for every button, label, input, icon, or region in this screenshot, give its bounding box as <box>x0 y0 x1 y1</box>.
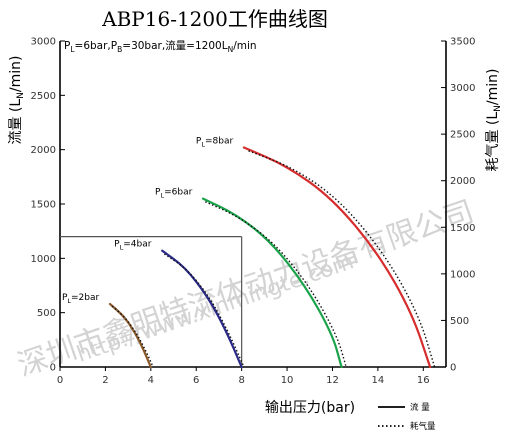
curve-label-1: PL=2bar <box>62 293 100 305</box>
axes: 0 500 1000 1500 2000 2500 3000 0 500 1000 1500 2000… <box>31 37 476 387</box>
legend-air-label: 耗气量 <box>410 421 436 432</box>
subtitle-flow-sub: N <box>228 45 234 54</box>
air-curve-4 <box>248 150 436 368</box>
y-right-tick-label: 500 <box>450 316 469 327</box>
x-tick-label: 4 <box>148 375 154 386</box>
y-axis-left-label: 流量 (LN/min) <box>8 55 26 144</box>
x-tick-label: 8 <box>238 375 244 386</box>
y-axis-right-label: 耗气量 (LN/min) <box>485 68 503 171</box>
x-tick-label: 2 <box>102 375 108 386</box>
x-tick-label: 0 <box>57 375 63 386</box>
subtitle-flow: 流量=1200L <box>165 39 228 52</box>
curve-label-2: PL=4bar <box>114 240 152 252</box>
legend: 流 量 耗气量 <box>378 402 436 432</box>
x-tick-label: 6 <box>193 375 199 386</box>
air-curve-2 <box>164 253 245 368</box>
subtitle-pb: P <box>111 40 117 52</box>
chart-subtitle: PL=6bar,PB=30bar,流量=1200LN/min <box>64 39 257 54</box>
curve-label-4: PL=8bar <box>196 136 234 148</box>
x-tick-label: 12 <box>326 375 339 386</box>
subtitle-pl-val: =6bar, <box>75 40 111 52</box>
y-left-tick-label: 500 <box>37 308 56 319</box>
y-right-tick-label: 1500 <box>450 223 475 234</box>
x-tick-label: 10 <box>281 375 294 386</box>
subtitle-pb-val: =30bar, <box>122 40 165 52</box>
flow-curve-3 <box>201 197 343 369</box>
air-curve-1 <box>111 305 154 368</box>
air-curve-3 <box>205 201 347 368</box>
curves: PL=2bar PL=4bar PL=6bar PL=8bar <box>62 136 436 369</box>
subtitle-pb-sub: B <box>117 45 122 54</box>
reference-lines <box>60 236 243 367</box>
y-left-tick-label: 2500 <box>31 91 56 102</box>
y-right-tick-label: 2000 <box>450 176 475 187</box>
chart-title: ABP16-1200工作曲线图 <box>101 7 328 31</box>
y-left-tick-label: 0 <box>50 363 56 374</box>
flow-curve-4 <box>242 146 432 369</box>
y-right-tick-label: 2500 <box>450 130 475 141</box>
x-tick-label: 14 <box>372 375 385 386</box>
y-left-tick-label: 1000 <box>31 254 56 265</box>
subtitle-pl: P <box>64 40 70 52</box>
y-left-tick-label: 3000 <box>31 37 56 48</box>
y-right-tick-label: 0 <box>450 363 456 374</box>
flow-curve-2 <box>161 249 243 369</box>
subtitle-pl-sub: L <box>70 45 75 54</box>
legend-flow-label: 流 量 <box>410 402 430 413</box>
y-right-tick-label: 1000 <box>450 269 475 280</box>
y-right-tick-label: 3500 <box>450 37 475 48</box>
x-tick-label: 16 <box>417 375 430 386</box>
curve-label-3: PL=6bar <box>155 188 193 200</box>
subtitle-flow-unit: /min <box>233 40 256 52</box>
y-left-tick-label: 1500 <box>31 200 56 211</box>
y-left-tick-label: 2000 <box>31 145 56 156</box>
y-right-tick-label: 3000 <box>450 83 475 94</box>
x-axis-label: 输出压力(bar) <box>265 400 355 416</box>
